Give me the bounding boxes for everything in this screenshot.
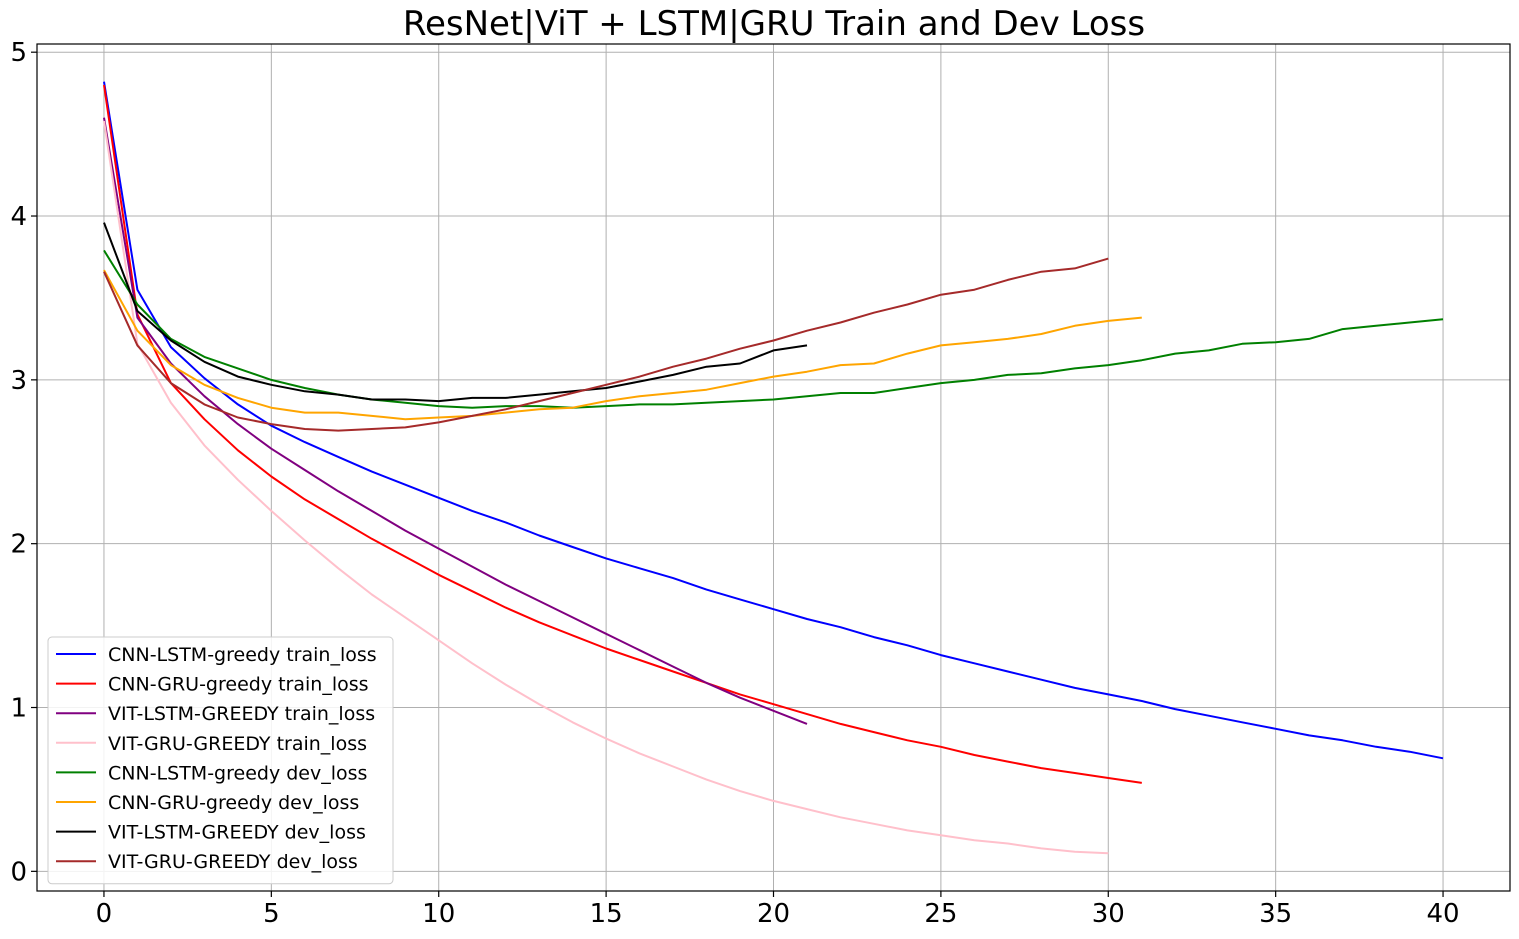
legend-label: CNN-GRU-greedy dev_loss (108, 792, 359, 814)
legend-label: CNN-LSTM-greedy dev_loss (108, 762, 367, 784)
y-tick-label: 1 (10, 694, 27, 724)
series-line-6 (103, 269, 1142, 421)
x-tick-label: 25 (924, 899, 957, 929)
x-tick-label: 10 (422, 899, 455, 929)
x-tick-label: 0 (96, 899, 113, 929)
legend-label: CNN-LSTM-greedy train_loss (108, 644, 377, 666)
series-line-1 (103, 81, 1444, 760)
x-tick-label: 15 (590, 899, 623, 929)
series-line-5 (103, 249, 1444, 409)
legend-label: VIT-LSTM-GREEDY train_loss (108, 703, 375, 725)
series-layer (103, 81, 1444, 855)
y-tick-label: 2 (10, 530, 27, 560)
y-tick-label: 4 (10, 202, 27, 232)
chart-title: ResNet|ViT + LSTM|GRU Train and Dev Loss (403, 4, 1145, 44)
legend-label: CNN-GRU-greedy train_loss (108, 674, 369, 696)
legend-label: VIT-LSTM-GREEDY dev_loss (108, 822, 366, 844)
axis-ticks: 0 5 10 15 20 25 30 35 40 0 1 2 3 4 5 (10, 38, 1459, 929)
legend-box (47, 636, 394, 885)
x-tick-label: 35 (1259, 899, 1292, 929)
legend-label: VIT-GRU-GREEDY dev_loss (108, 851, 358, 873)
y-tick-label: 3 (10, 366, 27, 396)
x-tick-label: 5 (263, 899, 280, 929)
y-tick-label: 0 (10, 857, 27, 887)
x-tick-label: 20 (757, 899, 790, 929)
series-line-4 (103, 120, 1109, 855)
series-line-2 (103, 84, 1142, 784)
series-line-3 (103, 117, 808, 725)
x-tick-label: 40 (1426, 899, 1459, 929)
series-line-7 (103, 222, 808, 403)
x-tick-label: 30 (1092, 899, 1125, 929)
legend: CNN-LSTM-greedy train_loss CNN-GRU-greedy… (47, 636, 394, 885)
y-tick-label: 5 (10, 38, 27, 68)
legend-label: VIT-GRU-GREEDY train_loss (108, 733, 367, 755)
series-line-8 (103, 257, 1109, 432)
